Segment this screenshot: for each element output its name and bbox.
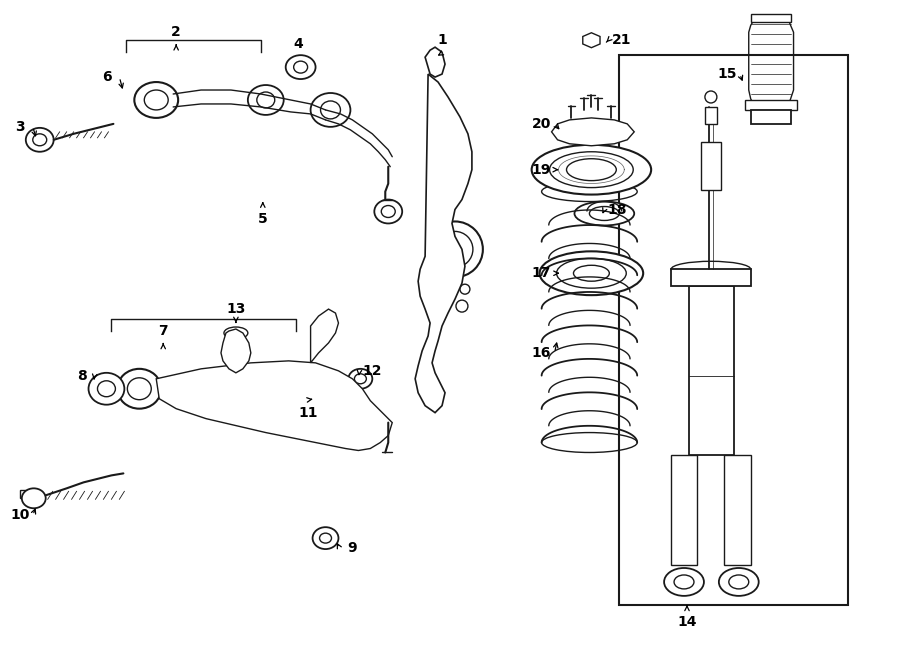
- Polygon shape: [751, 15, 790, 22]
- Ellipse shape: [312, 527, 338, 549]
- Polygon shape: [701, 142, 721, 190]
- Text: 3: 3: [15, 120, 24, 134]
- Polygon shape: [751, 110, 790, 124]
- Ellipse shape: [128, 378, 151, 400]
- Text: 9: 9: [347, 541, 357, 555]
- Text: 18: 18: [608, 202, 627, 217]
- Text: 1: 1: [437, 33, 447, 47]
- Text: 15: 15: [717, 67, 736, 81]
- Text: 20: 20: [532, 117, 552, 131]
- Polygon shape: [425, 47, 445, 77]
- Text: 7: 7: [158, 324, 168, 338]
- Text: 12: 12: [363, 364, 382, 378]
- Text: 10: 10: [10, 508, 30, 522]
- Text: 19: 19: [532, 163, 552, 176]
- Text: 11: 11: [299, 406, 319, 420]
- Ellipse shape: [285, 55, 316, 79]
- Bar: [619, 55, 849, 605]
- Polygon shape: [552, 118, 634, 146]
- Text: 6: 6: [102, 70, 112, 84]
- Ellipse shape: [134, 82, 178, 118]
- Ellipse shape: [88, 373, 124, 405]
- Ellipse shape: [532, 145, 652, 194]
- Ellipse shape: [550, 152, 634, 188]
- Polygon shape: [157, 361, 392, 451]
- Polygon shape: [745, 100, 796, 110]
- Ellipse shape: [540, 251, 644, 295]
- Polygon shape: [415, 74, 472, 412]
- Text: 4: 4: [293, 37, 303, 51]
- Text: 16: 16: [532, 346, 552, 360]
- Ellipse shape: [573, 122, 609, 142]
- Ellipse shape: [248, 85, 284, 115]
- Polygon shape: [310, 309, 338, 363]
- Ellipse shape: [310, 93, 350, 127]
- Ellipse shape: [117, 369, 161, 408]
- Polygon shape: [724, 455, 751, 565]
- Polygon shape: [671, 455, 697, 565]
- Ellipse shape: [374, 200, 402, 223]
- Ellipse shape: [556, 258, 626, 288]
- Text: 21: 21: [611, 33, 631, 47]
- Polygon shape: [689, 286, 733, 455]
- Ellipse shape: [144, 90, 168, 110]
- Polygon shape: [705, 107, 717, 124]
- Polygon shape: [221, 329, 251, 373]
- Text: 8: 8: [76, 369, 86, 383]
- Polygon shape: [583, 33, 600, 48]
- Polygon shape: [20, 490, 30, 498]
- Ellipse shape: [26, 128, 54, 152]
- Ellipse shape: [22, 488, 46, 508]
- Ellipse shape: [574, 202, 634, 225]
- Ellipse shape: [348, 369, 373, 389]
- Text: 14: 14: [677, 615, 697, 629]
- Ellipse shape: [719, 568, 759, 596]
- Ellipse shape: [664, 568, 704, 596]
- Polygon shape: [671, 269, 751, 286]
- Text: 5: 5: [258, 212, 267, 227]
- Circle shape: [705, 91, 717, 103]
- Text: 17: 17: [532, 266, 552, 280]
- Text: 13: 13: [226, 302, 246, 316]
- Text: 2: 2: [171, 25, 181, 39]
